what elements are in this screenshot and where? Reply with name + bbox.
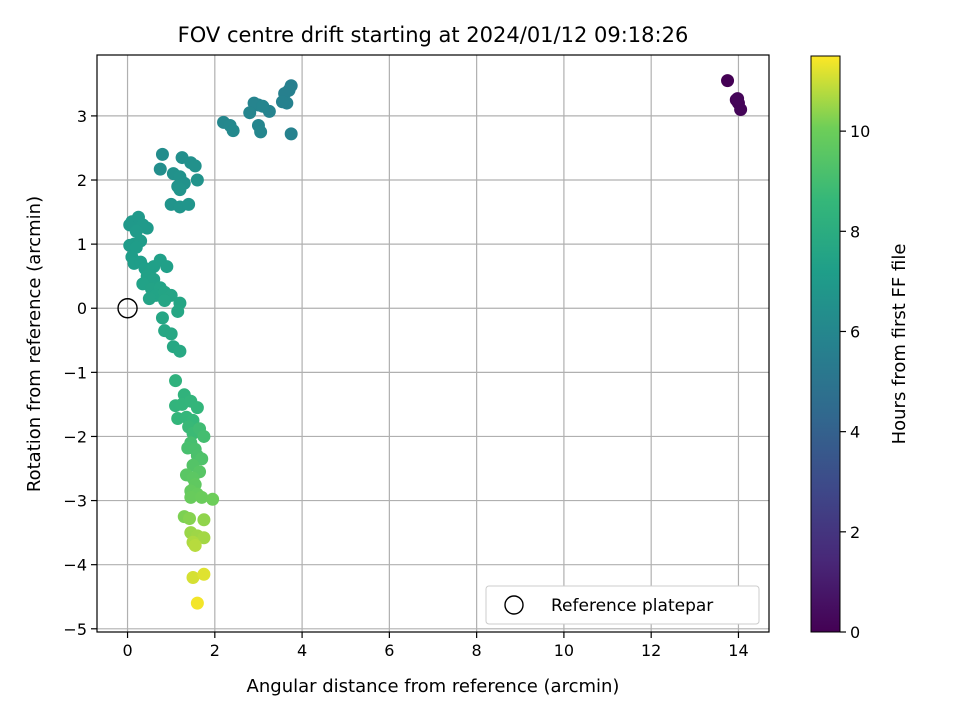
y-tick-label: 0 (77, 299, 87, 318)
data-point (183, 512, 197, 526)
data-point (226, 124, 240, 138)
data-point (155, 147, 169, 161)
data-point (160, 260, 174, 274)
data-points (123, 74, 748, 610)
y-axis-ticks: −5 −4 −3 −2 −1 0 1 2 3 (63, 107, 97, 639)
legend: Reference platepar (485, 585, 760, 625)
data-point (243, 106, 257, 120)
data-point (158, 294, 172, 308)
x-tick-label: 0 (122, 641, 132, 660)
data-point (190, 596, 204, 610)
data-point (195, 490, 209, 504)
data-point (173, 183, 187, 197)
data-point (171, 304, 185, 318)
colorbar-tick-label: 2 (850, 523, 860, 542)
data-point (197, 531, 211, 545)
x-tick-label: 10 (554, 641, 574, 660)
data-point (188, 159, 202, 173)
data-point (190, 173, 204, 187)
x-tick-label: 12 (641, 641, 661, 660)
y-tick-label: −2 (63, 427, 87, 446)
data-point (731, 92, 745, 106)
reference-platepar-marker (117, 298, 138, 319)
colorbar-tick-label: 6 (850, 322, 860, 341)
legend-box (485, 585, 760, 625)
data-point (190, 401, 204, 415)
data-point (142, 292, 156, 306)
data-point (169, 374, 183, 388)
data-point (188, 538, 202, 552)
x-axis-label: Angular distance from reference (arcmin) (247, 676, 620, 697)
plot-frame (96, 54, 770, 633)
x-tick-label: 2 (210, 641, 220, 660)
data-point (254, 125, 268, 139)
chart-title: FOV centre drift starting at 2024/01/12 … (178, 23, 689, 47)
colorbar-tick-label: 4 (850, 423, 860, 442)
x-tick-label: 6 (384, 641, 394, 660)
colorbar-tick-label: 0 (850, 623, 860, 642)
data-point (284, 127, 298, 141)
colorbar-label: Hours from first FF file (889, 244, 910, 445)
colorbar-tick-label: 10 (850, 122, 870, 141)
reference-marker (117, 298, 138, 319)
data-point (140, 221, 154, 235)
x-tick-label: 4 (297, 641, 307, 660)
data-point (206, 492, 220, 506)
data-point (186, 571, 200, 585)
legend-label: Reference platepar (551, 596, 713, 616)
x-axis-ticks: 0 2 4 6 8 10 12 14 (122, 632, 749, 660)
data-point (155, 311, 169, 325)
data-point (184, 490, 198, 504)
legend-reference-marker (504, 595, 524, 615)
data-point (197, 429, 211, 443)
y-tick-label: −5 (63, 620, 87, 639)
data-point (256, 99, 270, 113)
data-point (164, 327, 178, 341)
y-tick-label: 3 (77, 107, 87, 126)
y-tick-label: 1 (77, 235, 87, 254)
y-tick-label: 2 (77, 171, 87, 190)
data-point (275, 95, 289, 109)
x-tick-label: 14 (728, 641, 748, 660)
colorbar (810, 55, 841, 633)
data-point (173, 344, 187, 358)
data-point (197, 567, 211, 581)
y-tick-label: −4 (63, 556, 87, 575)
y-axis-label: Rotation from reference (arcmin) (24, 196, 45, 492)
x-tick-label: 8 (472, 641, 482, 660)
y-tick-label: −3 (63, 492, 87, 511)
data-point (197, 513, 211, 527)
data-point (153, 162, 167, 176)
y-tick-label: −1 (63, 363, 87, 382)
colorbar-ticks: 0 2 4 6 8 10 (840, 122, 870, 642)
data-point (734, 102, 748, 116)
data-point (182, 197, 196, 211)
data-point (721, 74, 735, 88)
colorbar-tick-label: 8 (850, 222, 860, 241)
